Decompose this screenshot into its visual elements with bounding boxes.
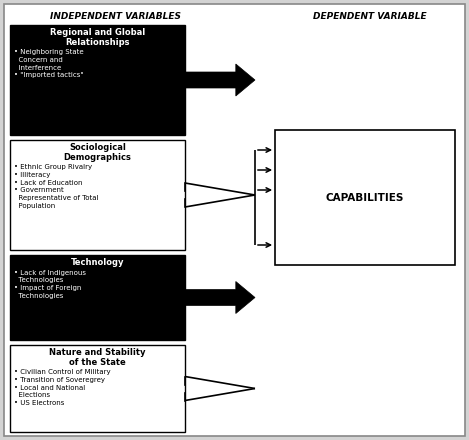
Text: Sociological
Demographics: Sociological Demographics xyxy=(64,143,131,162)
Text: • Lack of Indigenous
  Technologies
• Impact of Foreign
  Technologies: • Lack of Indigenous Technologies • Impa… xyxy=(14,269,86,299)
FancyBboxPatch shape xyxy=(4,4,465,436)
FancyBboxPatch shape xyxy=(10,25,185,135)
Text: INDEPENDENT VARIABLES: INDEPENDENT VARIABLES xyxy=(50,12,181,21)
Text: Nature and Stability
of the State: Nature and Stability of the State xyxy=(49,348,146,367)
Text: Regional and Global
Relationships: Regional and Global Relationships xyxy=(50,28,145,48)
Text: DEPENDENT VARIABLE: DEPENDENT VARIABLE xyxy=(313,12,427,21)
Text: Technology: Technology xyxy=(71,258,124,267)
FancyBboxPatch shape xyxy=(10,140,185,250)
Polygon shape xyxy=(185,282,255,313)
Text: • Ethnic Group Rivalry
• Illiteracy
• Lack of Education
• Government
  Represent: • Ethnic Group Rivalry • Illiteracy • La… xyxy=(14,164,98,209)
Polygon shape xyxy=(185,64,255,96)
FancyBboxPatch shape xyxy=(275,130,455,265)
FancyBboxPatch shape xyxy=(10,255,185,340)
FancyBboxPatch shape xyxy=(10,345,185,432)
Text: CAPABILITIES: CAPABILITIES xyxy=(326,193,404,202)
Text: • Civilian Control of Military
• Transition of Soveregrey
• Local and National
 : • Civilian Control of Military • Transit… xyxy=(14,369,111,406)
Text: • Neighboring State
  Concern and
  Interference
• "Imported tactics": • Neighboring State Concern and Interfer… xyxy=(14,49,83,78)
